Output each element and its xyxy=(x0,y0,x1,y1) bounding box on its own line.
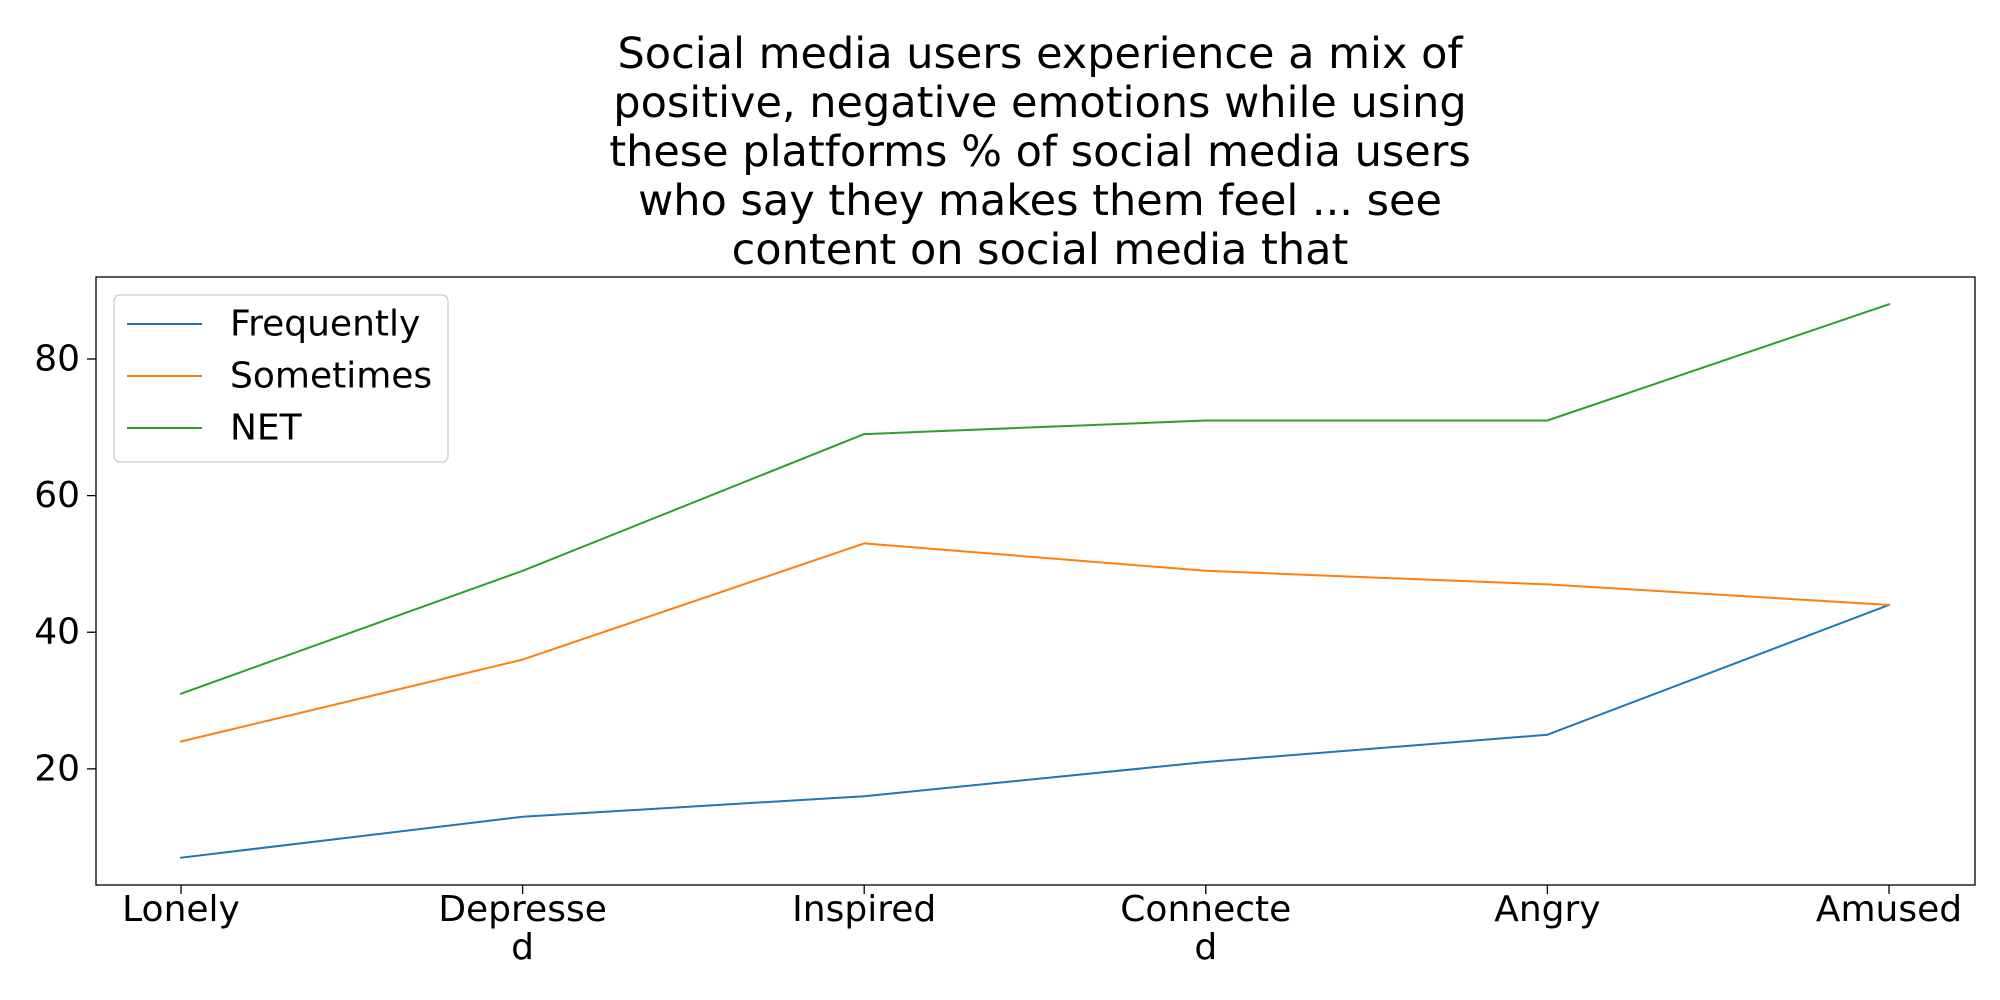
x-tick-label-line: d xyxy=(511,927,534,968)
y-tick-label: 40 xyxy=(34,612,80,653)
chart-title-line: these platforms % of social media users xyxy=(609,127,1471,177)
x-tick-label-line: Amused xyxy=(1816,889,1962,930)
x-tick-label: Angry xyxy=(1494,889,1600,930)
x-tick-label-line: Inspired xyxy=(792,889,936,930)
chart-title-line: positive, negative emotions while using xyxy=(613,78,1467,128)
legend-label-sometimes: Sometimes xyxy=(230,356,432,397)
series-line-net xyxy=(179,303,1891,695)
plot-frame xyxy=(95,276,1976,886)
x-tick-label: Amused xyxy=(1816,889,1962,930)
x-tick-label-line: d xyxy=(1194,927,1217,968)
y-tick-label: 80 xyxy=(34,338,80,379)
x-tick-label: Depresse d xyxy=(438,889,607,968)
legend-label-frequently: Frequently xyxy=(230,304,420,345)
chart-title-line: Social media users experience a mix of xyxy=(617,29,1463,79)
series-line-sometimes xyxy=(179,542,1891,743)
legend-label-net: NET xyxy=(230,408,303,449)
x-tick-label-line: Lonely xyxy=(122,889,240,930)
x-tick-label-line: Angry xyxy=(1494,889,1600,930)
chart-title-line: who say they makes them feel ... see xyxy=(638,176,1442,226)
y-tick-label: 60 xyxy=(34,475,80,516)
y-tick-label: 20 xyxy=(34,748,80,789)
chart-title: Social media users experience a mix of p… xyxy=(550,30,1530,275)
x-tick-label: Connecte d xyxy=(1120,889,1291,968)
legend: Frequently Sometimes NET xyxy=(113,294,449,463)
x-tick-label-line: Connecte xyxy=(1120,889,1291,930)
series-line-frequently xyxy=(179,603,1891,859)
plot-series-group xyxy=(179,303,1891,859)
legend-box xyxy=(113,294,449,463)
x-tick-label-line: Depresse xyxy=(438,889,607,930)
chart-title-line: content on social media that xyxy=(731,225,1349,275)
x-tick-label: Inspired xyxy=(792,889,936,930)
x-tick-label: Lonely xyxy=(122,889,240,930)
